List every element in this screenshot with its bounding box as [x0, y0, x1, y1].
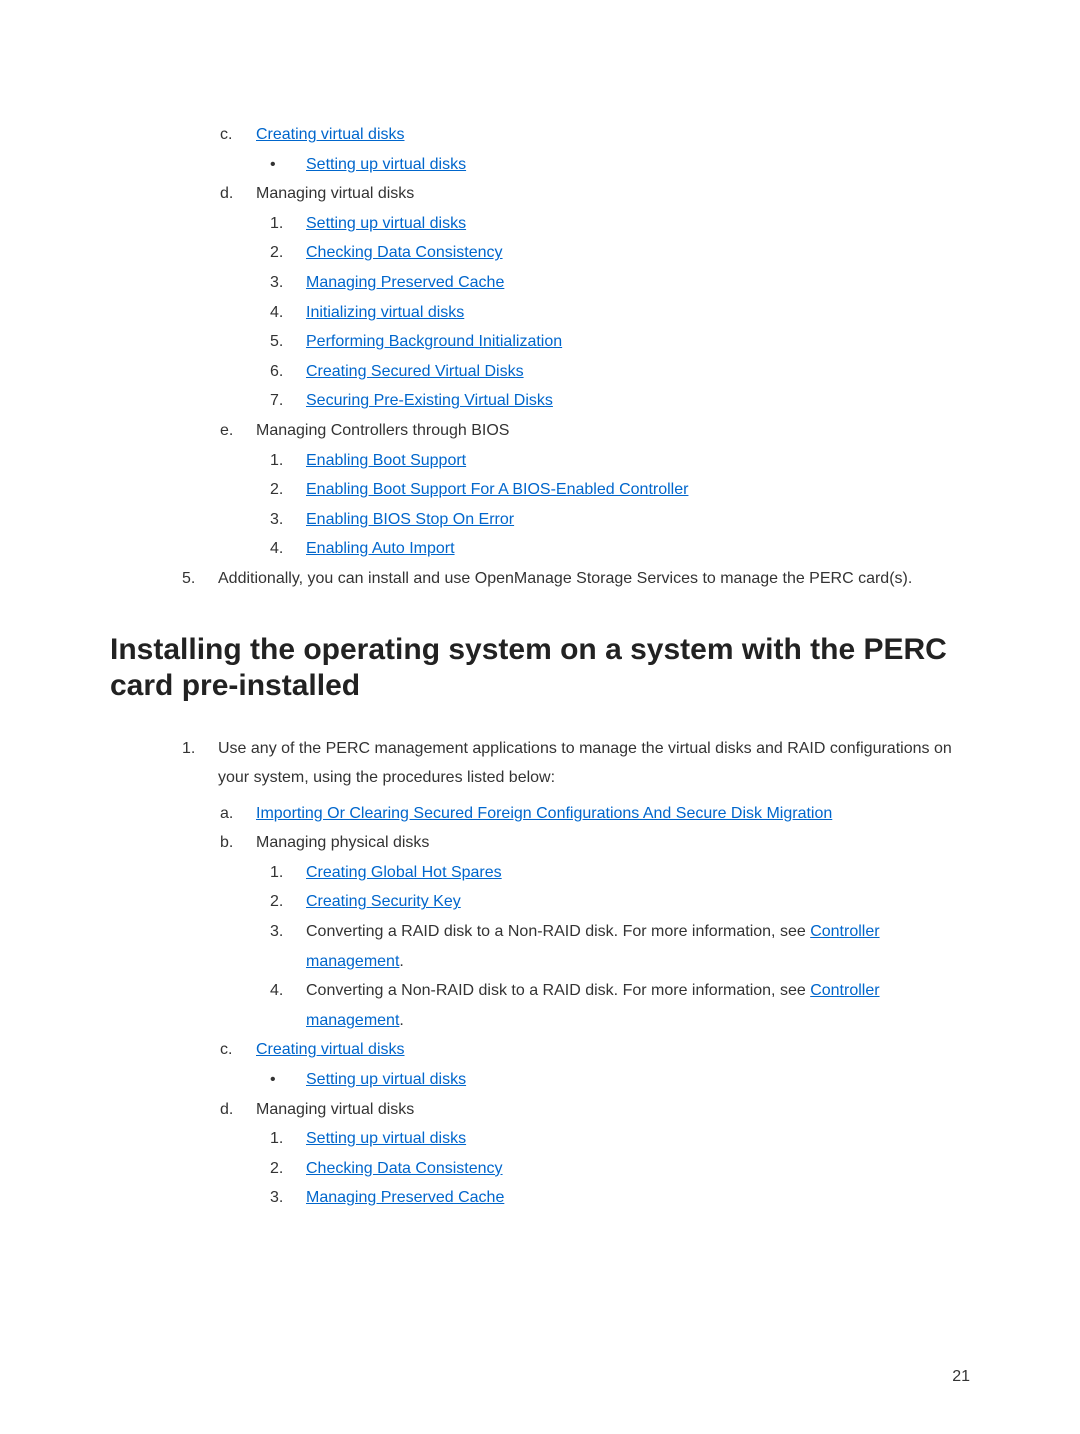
list-item: • Setting up virtual disks	[110, 1065, 970, 1095]
link-item[interactable]: Initializing virtual disks	[306, 298, 464, 328]
list-marker: b.	[220, 828, 256, 858]
list-item: 6.Creating Secured Virtual Disks	[110, 357, 970, 387]
list-marker: 7.	[270, 386, 306, 416]
list-item: d. Managing virtual disks	[110, 179, 970, 209]
text-suffix: .	[399, 1012, 403, 1029]
list-item: d. Managing virtual disks	[110, 1095, 970, 1125]
list-marker: 1.	[182, 734, 218, 793]
list-marker: 4.	[270, 298, 306, 328]
link-item[interactable]: Setting up virtual disks	[306, 1124, 466, 1154]
list-marker: a.	[220, 799, 256, 829]
link-item[interactable]: Creating Secured Virtual Disks	[306, 357, 524, 387]
list-marker: 2.	[270, 1154, 306, 1184]
list-marker: 3.	[270, 917, 306, 976]
list-item: 3.Managing Preserved Cache	[110, 1183, 970, 1213]
list-marker: 2.	[270, 475, 306, 505]
list-item: 5.Performing Background Initialization	[110, 327, 970, 357]
link-item[interactable]: Checking Data Consistency	[306, 238, 503, 268]
list-text: Creating Global Hot Spares	[306, 858, 970, 888]
text-managing-controllers-bios: Managing Controllers through BIOS	[256, 416, 509, 446]
list-item: 3.Converting a RAID disk to a Non-RAID d…	[110, 917, 970, 976]
list-item: 1.Setting up virtual disks	[110, 1124, 970, 1154]
list-marker: c.	[220, 1035, 256, 1065]
document-page: c. Creating virtual disks • Setting up v…	[0, 0, 1080, 1434]
list-item: 1.Setting up virtual disks	[110, 209, 970, 239]
text-use-perc-apps: Use any of the PERC management applicati…	[218, 734, 970, 793]
list-marker: 2.	[270, 887, 306, 917]
link-item[interactable]: Enabling Boot Support	[306, 446, 466, 476]
content-container: c. Creating virtual disks • Setting up v…	[110, 120, 970, 1213]
link-creating-virtual-disks-2[interactable]: Creating virtual disks	[256, 1035, 405, 1065]
list-item: 4.Enabling Auto Import	[110, 534, 970, 564]
link-item[interactable]: Securing Pre-Existing Virtual Disks	[306, 386, 553, 416]
list-marker: d.	[220, 1095, 256, 1125]
section-heading: Installing the operating system on a sys…	[110, 632, 970, 704]
list-item: 1.Creating Global Hot Spares	[110, 858, 970, 888]
list-item: c. Creating virtual disks	[110, 1035, 970, 1065]
link-item[interactable]: Setting up virtual disks	[306, 209, 466, 239]
list-item: e. Managing Controllers through BIOS	[110, 416, 970, 446]
link-item[interactable]: Enabling BIOS Stop On Error	[306, 505, 514, 535]
link-item[interactable]: Performing Background Initialization	[306, 327, 562, 357]
list-item: 5. Additionally, you can install and use…	[110, 564, 970, 594]
list-marker: 5.	[270, 327, 306, 357]
list-item: 1. Use any of the PERC management applic…	[110, 734, 970, 793]
list-marker: 1.	[270, 1124, 306, 1154]
list-marker: 1.	[270, 446, 306, 476]
list-item: 2.Creating Security Key	[110, 887, 970, 917]
link-item[interactable]: Checking Data Consistency	[306, 1154, 503, 1184]
link-item[interactable]: Enabling Boot Support For A BIOS-Enabled…	[306, 475, 688, 505]
list-item: • Setting up virtual disks	[110, 150, 970, 180]
text-managing-physical-disks: Managing physical disks	[256, 828, 429, 858]
list-marker: 3.	[270, 268, 306, 298]
link-creating-virtual-disks[interactable]: Creating virtual disks	[256, 120, 405, 150]
list-marker: 4.	[270, 976, 306, 1035]
text-managing-virtual-disks-2: Managing virtual disks	[256, 1095, 414, 1125]
list-text: Creating Security Key	[306, 887, 970, 917]
link-item[interactable]: Managing Preserved Cache	[306, 1183, 504, 1213]
list-marker: 3.	[270, 505, 306, 535]
list-item: 3.Managing Preserved Cache	[110, 268, 970, 298]
list-marker: c.	[220, 120, 256, 150]
list-text: Converting a Non-RAID disk to a RAID dis…	[306, 976, 970, 1035]
list-marker: e.	[220, 416, 256, 446]
list-item: 4.Initializing virtual disks	[110, 298, 970, 328]
list-marker: 2.	[270, 238, 306, 268]
link-setting-up-virtual-disks[interactable]: Setting up virtual disks	[306, 150, 466, 180]
list-item: 2.Checking Data Consistency	[110, 1154, 970, 1184]
list-item: 1.Enabling Boot Support	[110, 446, 970, 476]
link-item[interactable]: Creating Security Key	[306, 893, 461, 910]
list-item: 7.Securing Pre-Existing Virtual Disks	[110, 386, 970, 416]
page-number: 21	[952, 1368, 970, 1386]
list-marker: 4.	[270, 534, 306, 564]
list-text: Converting a RAID disk to a Non-RAID dis…	[306, 917, 970, 976]
list-marker: 6.	[270, 357, 306, 387]
list-item: 4.Converting a Non-RAID disk to a RAID d…	[110, 976, 970, 1035]
bullet-marker: •	[270, 1065, 306, 1095]
bullet-marker: •	[270, 150, 306, 180]
list-item: 2.Enabling Boot Support For A BIOS-Enabl…	[110, 475, 970, 505]
link-item[interactable]: Creating Global Hot Spares	[306, 864, 502, 881]
list-item: 3.Enabling BIOS Stop On Error	[110, 505, 970, 535]
list-marker: 1.	[270, 858, 306, 888]
list-item: c. Creating virtual disks	[110, 120, 970, 150]
list-marker: d.	[220, 179, 256, 209]
list-item: 2.Checking Data Consistency	[110, 238, 970, 268]
list-marker: 3.	[270, 1183, 306, 1213]
text-prefix: Converting a Non-RAID disk to a RAID dis…	[306, 982, 810, 999]
text-managing-virtual-disks: Managing virtual disks	[256, 179, 414, 209]
text-prefix: Converting a RAID disk to a Non-RAID dis…	[306, 923, 810, 940]
list-item: b. Managing physical disks	[110, 828, 970, 858]
link-item[interactable]: Managing Preserved Cache	[306, 268, 504, 298]
link-item[interactable]: Enabling Auto Import	[306, 534, 455, 564]
list-marker: 5.	[182, 564, 218, 594]
list-item: a. Importing Or Clearing Secured Foreign…	[110, 799, 970, 829]
link-importing-clearing[interactable]: Importing Or Clearing Secured Foreign Co…	[256, 799, 832, 829]
list-marker: 1.	[270, 209, 306, 239]
text-suffix: .	[399, 953, 403, 970]
link-setting-up-virtual-disks-2[interactable]: Setting up virtual disks	[306, 1065, 466, 1095]
text-additionally: Additionally, you can install and use Op…	[218, 564, 912, 594]
